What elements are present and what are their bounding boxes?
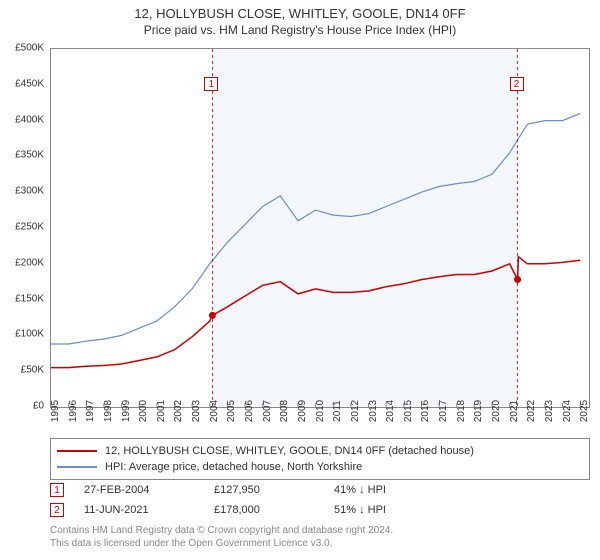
x-tick-label: 2006 — [244, 400, 255, 422]
x-tick-label: 2001 — [156, 400, 167, 422]
sale-marker-icon: 2 — [50, 503, 64, 517]
x-tick-label: 2004 — [209, 400, 220, 422]
x-tick-label: 2019 — [473, 400, 484, 422]
x-tick-label: 2021 — [509, 400, 520, 422]
x-tick-label: 2025 — [579, 400, 590, 422]
x-tick-label: 2014 — [385, 400, 396, 422]
x-tick-label: 1997 — [85, 400, 96, 422]
x-tick-label: 2018 — [456, 400, 467, 422]
x-tick-label: 1996 — [68, 400, 79, 422]
legend-label: HPI: Average price, detached house, Nort… — [105, 461, 362, 473]
x-tick-label: 2010 — [315, 400, 326, 422]
sale-row: 1 27-FEB-2004 £127,950 41% ↓ HPI — [50, 480, 464, 500]
x-tick-label: 2017 — [438, 400, 449, 422]
y-tick-label: £450K — [15, 78, 44, 89]
y-tick-label: £500K — [15, 43, 44, 54]
y-tick-label: £50K — [21, 365, 44, 376]
y-tick-label: £400K — [15, 114, 44, 125]
chart-marker-label: 1 — [204, 77, 218, 91]
x-tick-label: 2008 — [279, 400, 290, 422]
sale-row: 2 11-JUN-2021 £178,000 51% ↓ HPI — [50, 500, 464, 520]
sale-date: 11-JUN-2021 — [84, 504, 214, 516]
footer-line: Contains HM Land Registry data © Crown c… — [50, 524, 393, 537]
sale-pct: 51% ↓ HPI — [334, 504, 464, 516]
x-tick-label: 2013 — [368, 400, 379, 422]
legend-swatch — [57, 466, 97, 468]
legend-item: HPI: Average price, detached house, Nort… — [57, 459, 583, 475]
sales-table: 1 27-FEB-2004 £127,950 41% ↓ HPI 2 11-JU… — [50, 480, 464, 520]
x-tick-label: 2012 — [350, 400, 361, 422]
chart-subtitle: Price paid vs. HM Land Registry's House … — [0, 21, 600, 37]
x-tick-label: 2009 — [297, 400, 308, 422]
y-tick-label: £150K — [15, 293, 44, 304]
chart-marker-label: 2 — [510, 77, 524, 91]
plot-frame — [50, 48, 590, 408]
legend: 12, HOLLYBUSH CLOSE, WHITLEY, GOOLE, DN1… — [50, 438, 590, 480]
y-tick-label: £350K — [15, 150, 44, 161]
chart-title: 12, HOLLYBUSH CLOSE, WHITLEY, GOOLE, DN1… — [0, 0, 600, 21]
x-tick-label: 2011 — [332, 400, 343, 422]
sale-price: £178,000 — [214, 504, 334, 516]
chart-area: £0£50K£100K£150K£200K£250K£300K£350K£400… — [50, 48, 590, 408]
sale-marker-icon: 1 — [50, 483, 64, 497]
x-tick-label: 2007 — [262, 400, 273, 422]
y-tick-label: £100K — [15, 329, 44, 340]
x-tick-label: 2020 — [491, 400, 502, 422]
legend-swatch — [57, 450, 97, 452]
sale-date: 27-FEB-2004 — [84, 484, 214, 496]
x-tick-label: 2002 — [173, 400, 184, 422]
plot-svg — [51, 49, 589, 407]
x-tick-label: 1998 — [103, 400, 114, 422]
x-tick-label: 2024 — [562, 400, 573, 422]
sale-price: £127,950 — [214, 484, 334, 496]
y-tick-label: £0 — [33, 401, 44, 412]
x-tick-label: 2022 — [526, 400, 537, 422]
x-tick-label: 2016 — [420, 400, 431, 422]
footer: Contains HM Land Registry data © Crown c… — [50, 524, 393, 550]
x-tick-label: 1999 — [121, 400, 132, 422]
legend-label: 12, HOLLYBUSH CLOSE, WHITLEY, GOOLE, DN1… — [105, 445, 474, 457]
legend-item: 12, HOLLYBUSH CLOSE, WHITLEY, GOOLE, DN1… — [57, 443, 583, 459]
sale-pct: 41% ↓ HPI — [334, 484, 464, 496]
x-tick-label: 1995 — [50, 400, 61, 422]
y-tick-label: £250K — [15, 222, 44, 233]
y-tick-label: £300K — [15, 186, 44, 197]
chart-container: 12, HOLLYBUSH CLOSE, WHITLEY, GOOLE, DN1… — [0, 0, 600, 560]
x-tick-label: 2003 — [191, 400, 202, 422]
y-tick-label: £200K — [15, 257, 44, 268]
x-tick-label: 2005 — [226, 400, 237, 422]
x-tick-label: 2000 — [138, 400, 149, 422]
x-tick-label: 2015 — [403, 400, 414, 422]
footer-line: This data is licensed under the Open Gov… — [50, 537, 393, 550]
x-tick-label: 2023 — [544, 400, 555, 422]
